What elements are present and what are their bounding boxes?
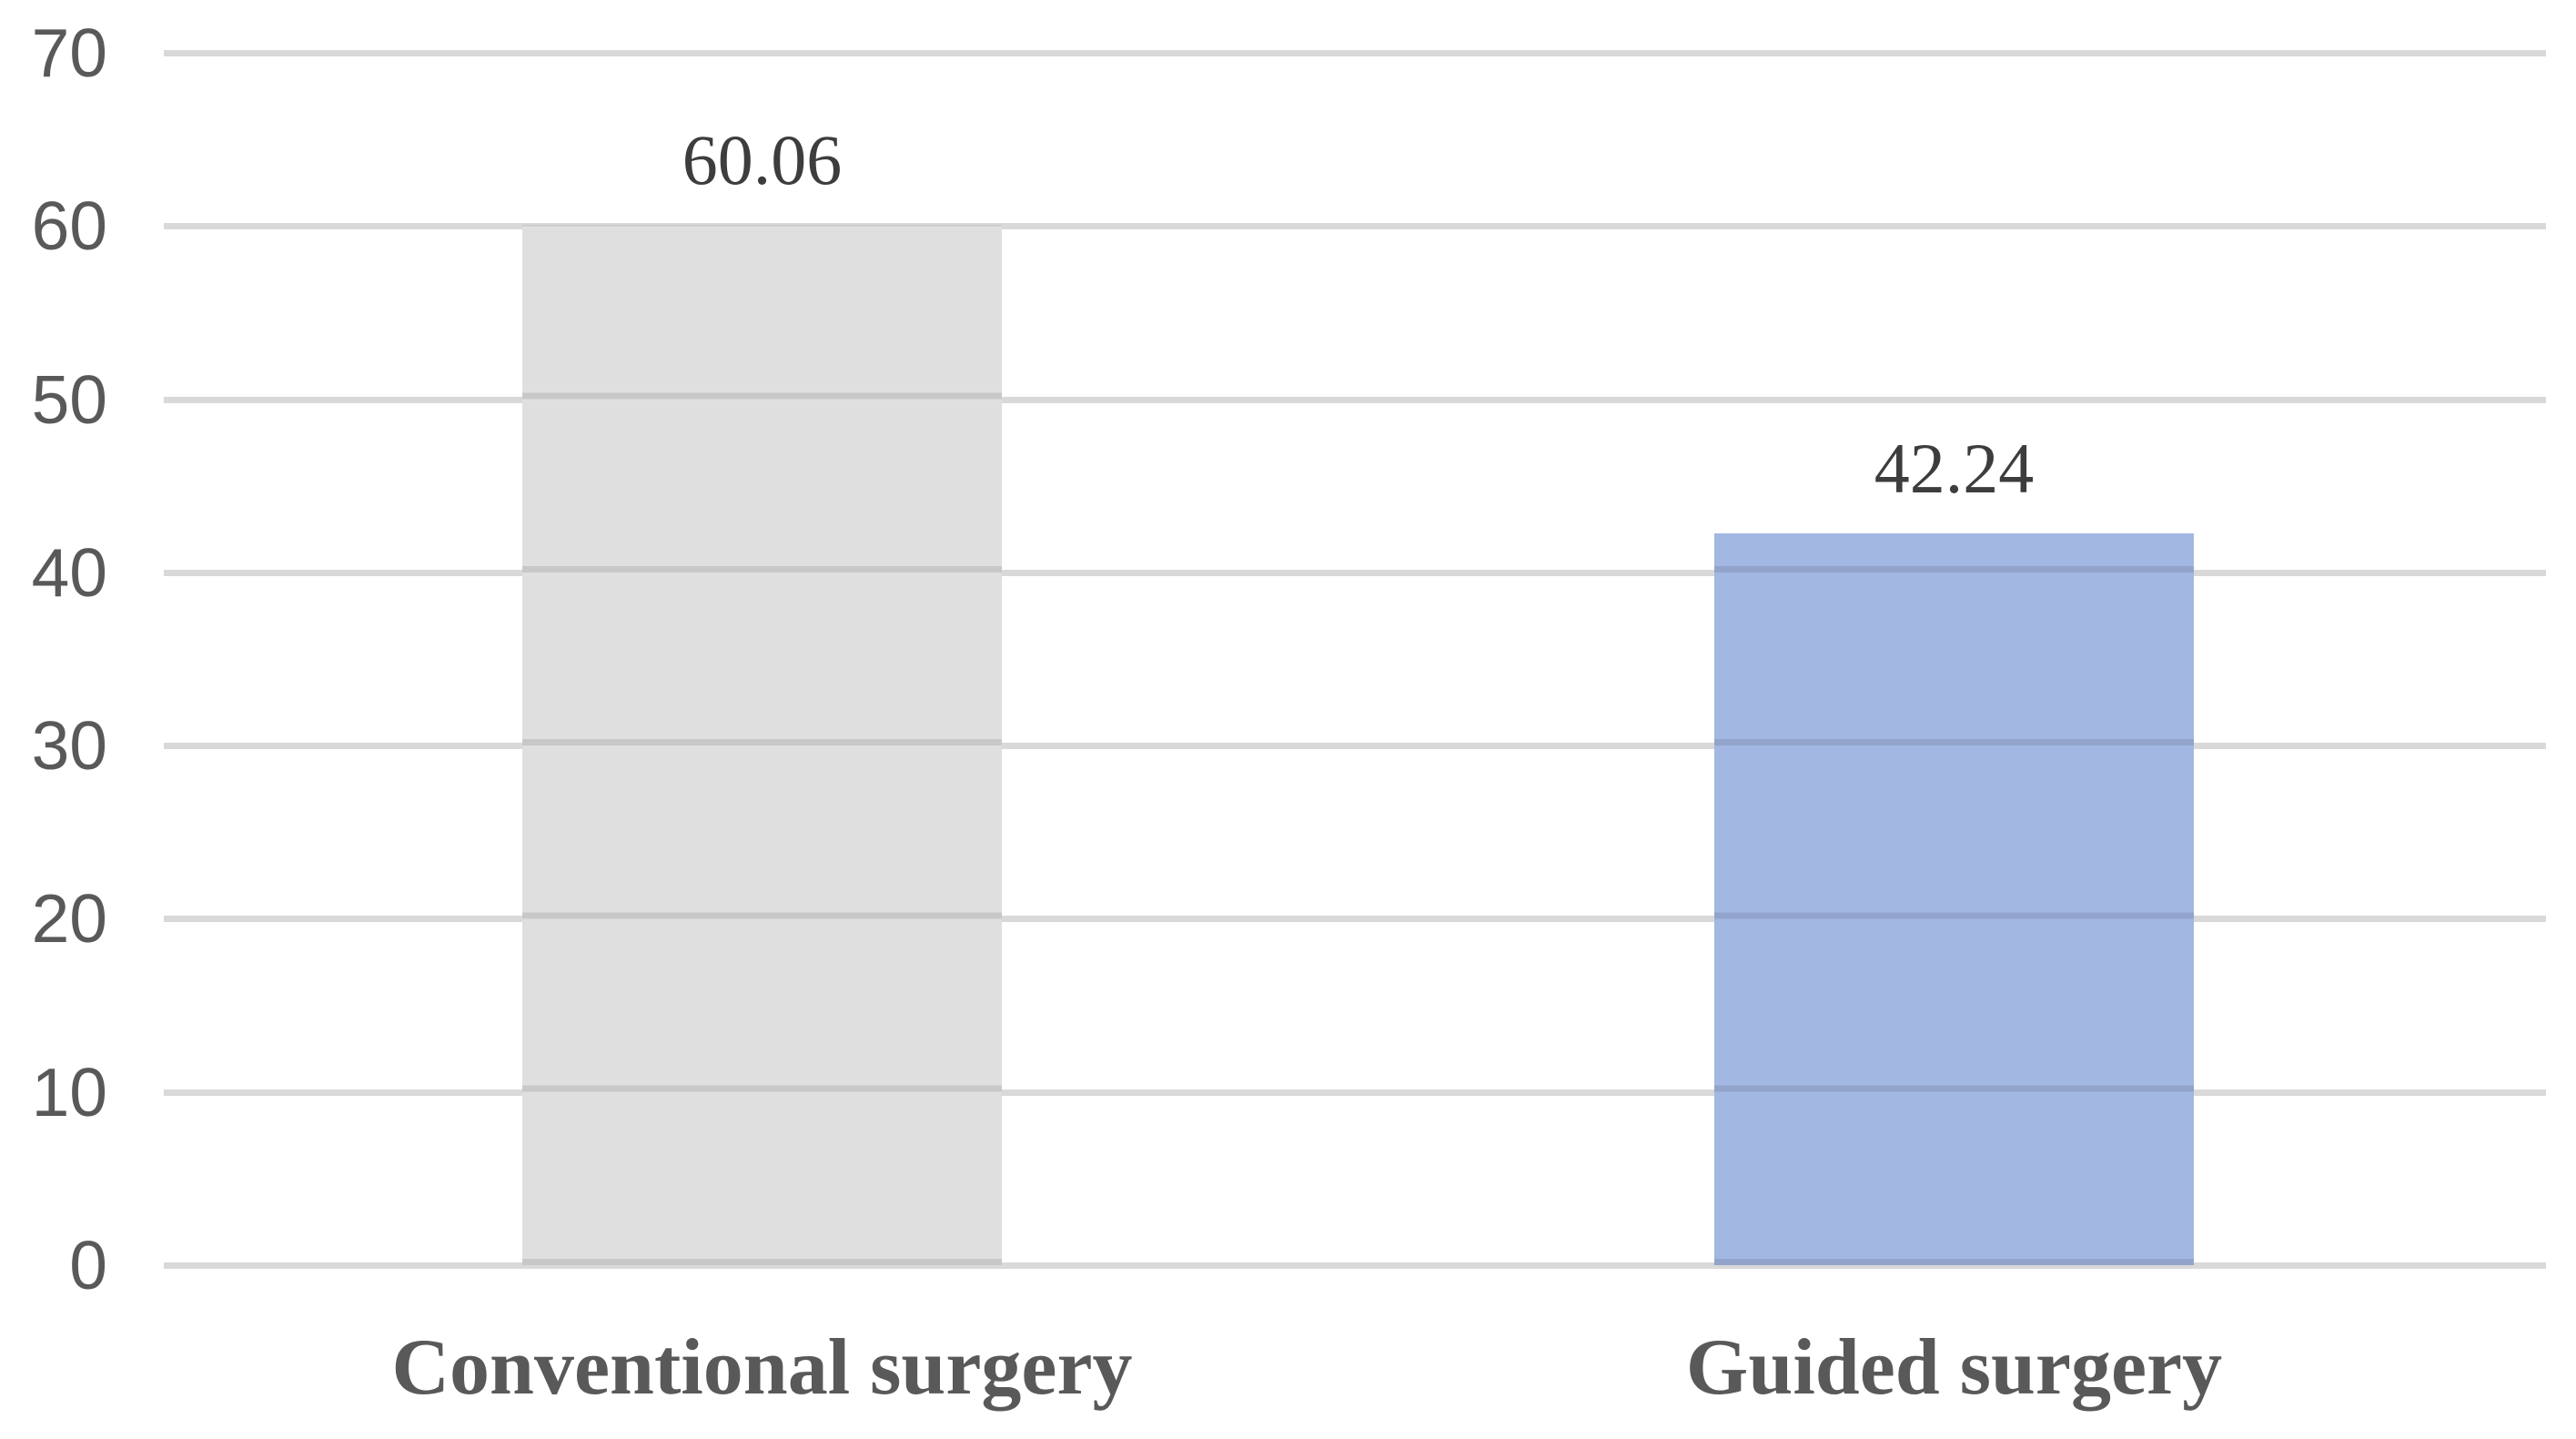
gridline-0 [164,1262,2546,1269]
gridline-40 [164,569,2546,576]
bar-guided-surgery [1714,533,2194,1265]
y-axis-tick-label: 10 [31,1053,107,1130]
y-axis-tick-label: 20 [31,880,107,958]
gridline-30 [164,743,2546,750]
data-label-conventional-surgery: 60.06 [682,120,843,200]
gridline-60 [164,223,2546,230]
bar-conventional-surgery [522,225,1002,1265]
y-axis-tick-label: 70 [31,15,107,91]
gridline-20 [164,916,2546,923]
y-axis-tick-label: 60 [31,187,107,265]
y-axis-tick-label: 40 [31,533,107,611]
category-label-conventional-surgery: Conventional surgery [391,1323,1133,1412]
gridline-10 [164,1089,2546,1096]
y-axis-tick-label: 50 [31,360,107,438]
data-label-guided-surgery: 42.24 [1874,429,2035,509]
gridline-50 [164,396,2546,403]
y-axis-tick-label: 0 [69,1227,107,1303]
gridline-70 [164,50,2546,56]
category-label-guided-surgery: Guided surgery [1685,1323,2223,1412]
y-axis-tick-label: 30 [31,707,107,785]
